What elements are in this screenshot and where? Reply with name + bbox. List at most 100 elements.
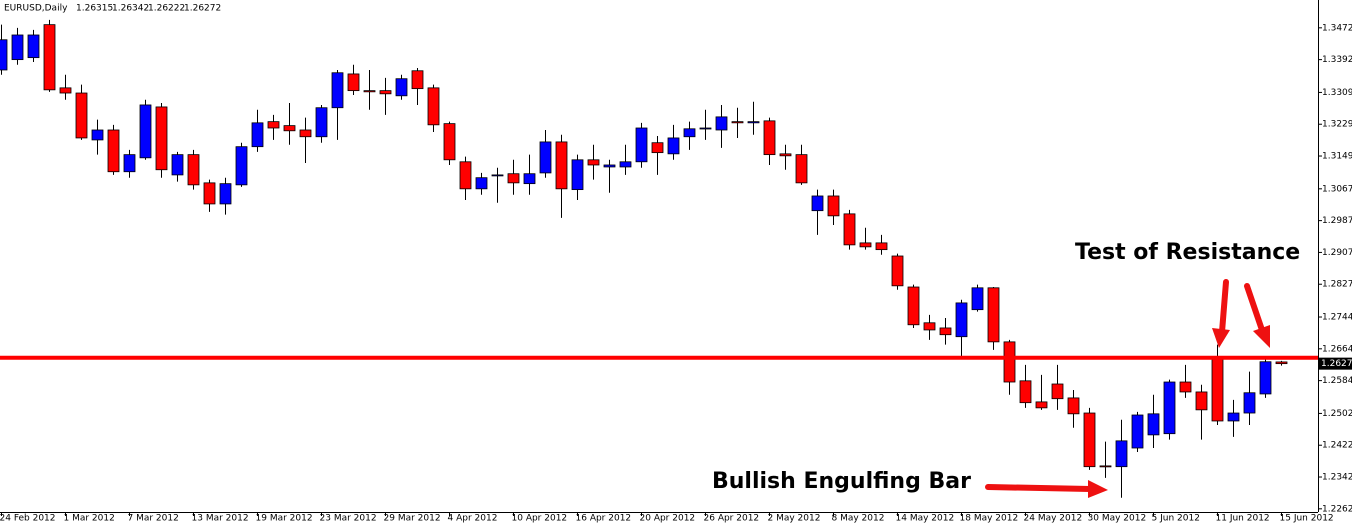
candle-body — [475, 177, 488, 190]
candle-body — [315, 107, 328, 138]
x-tick-label: 7 Mar 2012 — [128, 514, 179, 523]
annotation: Test of Resistance — [1075, 240, 1300, 265]
candle-body — [939, 327, 952, 336]
candle-body — [1051, 383, 1064, 400]
candle-body — [1275, 361, 1288, 365]
candle-body — [1083, 412, 1096, 468]
x-tick-label: 2 May 2012 — [768, 514, 821, 523]
y-tick-label: 1.23420 — [1322, 473, 1352, 483]
candle-body — [763, 120, 776, 156]
x-tick-label: 24 May 2012 — [1024, 514, 1083, 523]
candle-body — [91, 129, 104, 141]
candle-body — [875, 242, 888, 251]
x-tick-label: 1 Mar 2012 — [64, 514, 115, 523]
arrow — [1219, 279, 1229, 335]
y-tick-label: 1.30670 — [1322, 184, 1352, 194]
arrows — [985, 279, 1270, 498]
header-close: 1.26272 — [184, 4, 221, 14]
candle-body — [635, 127, 648, 163]
y-tick-label: 1.27445 — [1322, 313, 1352, 323]
candle-body — [907, 286, 920, 326]
candle-body — [43, 24, 56, 91]
candle-body — [1259, 361, 1272, 395]
candle-body — [555, 141, 568, 190]
x-tick-label: 11 Jun 2012 — [1216, 514, 1270, 523]
y-tick-label: 1.28270 — [1322, 280, 1352, 290]
y-tick-label: 1.25845 — [1322, 376, 1352, 386]
candle-body — [251, 122, 264, 148]
candle-body — [795, 154, 808, 184]
candle-body — [715, 116, 728, 131]
x-tick-label: 19 Mar 2012 — [256, 514, 313, 523]
y-tick-label: 1.34720 — [1322, 23, 1352, 33]
annotation: Bullish Engulfing Bar — [712, 469, 971, 494]
candle-body — [123, 154, 136, 173]
candle-body — [395, 78, 408, 97]
candle-body — [1035, 401, 1048, 409]
candle-body — [219, 183, 232, 205]
candle-body — [1163, 381, 1176, 435]
candle-body — [1115, 440, 1128, 468]
candle-body — [0, 39, 8, 71]
candles — [0, 19, 1288, 498]
candle-body — [859, 242, 872, 248]
x-tick-label: 23 Mar 2012 — [320, 514, 377, 523]
x-tick-label: 14 May 2012 — [896, 514, 955, 523]
candle-body — [203, 182, 216, 205]
candle-body — [459, 161, 472, 190]
candle-body — [891, 255, 904, 287]
candle-body — [747, 121, 760, 124]
candle-body — [827, 195, 840, 217]
candle-body — [667, 137, 680, 155]
candle-body — [1099, 465, 1112, 468]
candle-body — [443, 123, 456, 161]
arrow — [1244, 283, 1265, 333]
y-tick-label: 1.29870 — [1322, 216, 1352, 226]
candle-body — [491, 174, 504, 177]
candle-body — [1131, 414, 1144, 449]
candle-body — [1147, 413, 1160, 436]
header-open: 1.26315 — [76, 4, 113, 14]
price-marker — [1319, 357, 1352, 370]
candle-body — [923, 322, 936, 331]
candle-body — [843, 213, 856, 246]
y-tick-label: 1.25020 — [1322, 409, 1352, 419]
arrow-head — [1212, 328, 1230, 348]
candle-body — [699, 127, 712, 130]
symbol-title: EURUSD,Daily — [4, 4, 68, 14]
y-tick-label: 1.32295 — [1322, 120, 1352, 130]
candle-body — [507, 173, 520, 184]
candle-body — [987, 287, 1000, 343]
candle-body — [955, 302, 968, 338]
candle-body — [1019, 380, 1032, 404]
x-tick-label: 16 Apr 2012 — [576, 514, 632, 523]
candle-body — [59, 87, 72, 94]
candle-body — [571, 159, 584, 191]
candle-body — [603, 164, 616, 168]
candle-body — [539, 141, 552, 174]
candle-body — [363, 90, 376, 93]
x-tick-label: 26 Apr 2012 — [704, 514, 760, 523]
candle-body — [27, 34, 40, 59]
candle-body — [331, 72, 344, 109]
x-tick-label: 4 Apr 2012 — [448, 514, 498, 523]
x-tick-label: 29 Mar 2012 — [384, 514, 441, 523]
candle-body — [1067, 397, 1080, 415]
candle-body — [1243, 392, 1256, 414]
candle-body — [1195, 391, 1208, 411]
header-high: 1.26342 — [112, 4, 149, 14]
candle-body — [347, 73, 360, 92]
x-tick-label: 15 Jun 2012 — [1280, 514, 1334, 523]
candle-body — [11, 34, 24, 61]
candle-body — [523, 173, 536, 185]
candle-body — [427, 87, 440, 126]
x-tick-label: 13 Mar 2012 — [192, 514, 249, 523]
candle-body — [187, 154, 200, 186]
candle-body — [155, 106, 168, 171]
candle-body — [299, 129, 312, 138]
candle-body — [731, 121, 744, 124]
price-marker-label: 1.26272 — [1321, 359, 1352, 369]
y-tick-label: 1.24220 — [1322, 441, 1352, 451]
